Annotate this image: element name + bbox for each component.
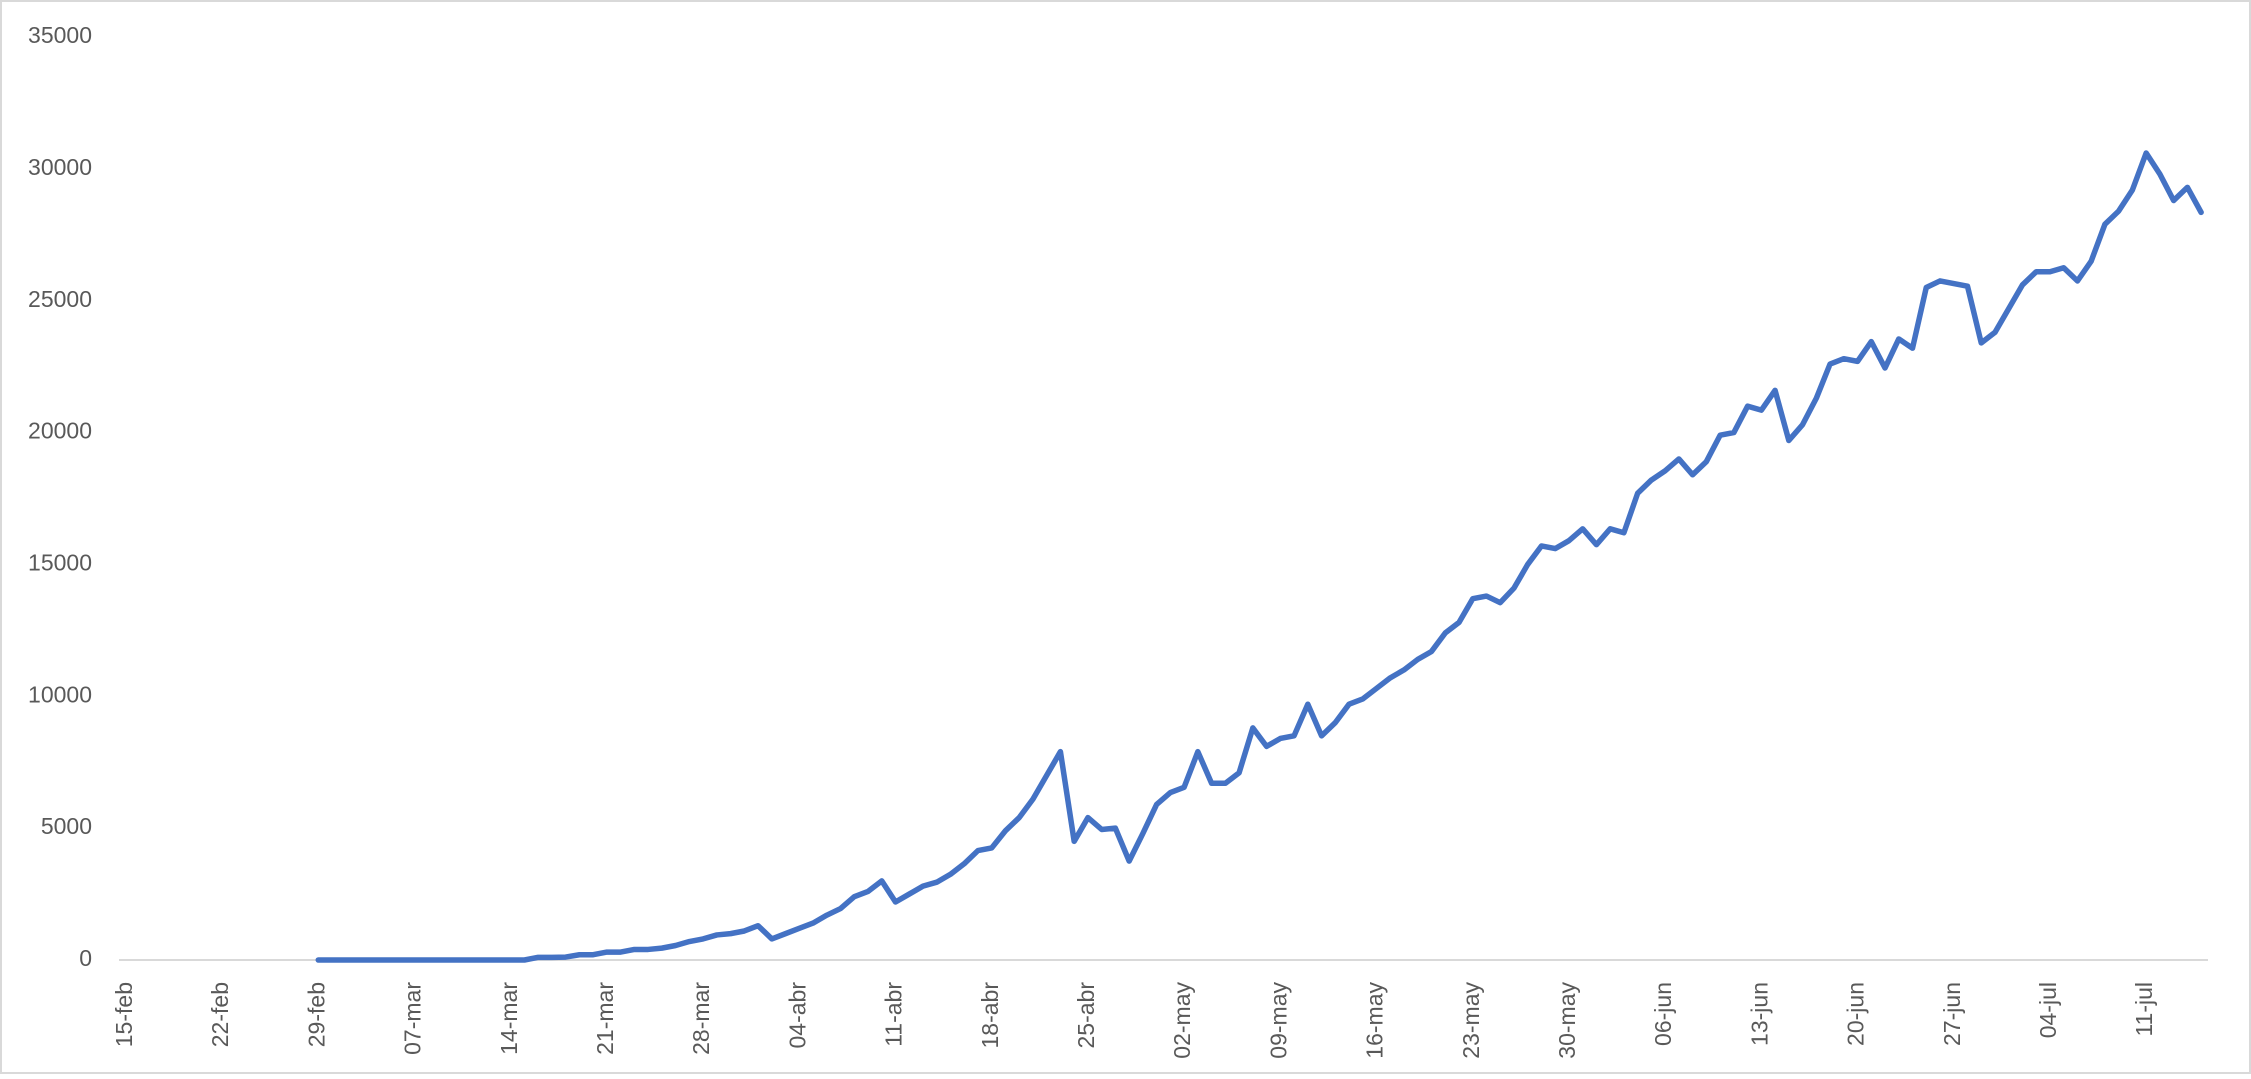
x-tick-label: 27-jun — [1939, 982, 1965, 1046]
x-tick-label: 28-mar — [688, 982, 714, 1055]
x-tick-label: 30-may — [1554, 982, 1580, 1059]
y-tick-label: 15000 — [28, 550, 92, 576]
x-tick-label: 04-jul — [2035, 982, 2061, 1038]
x-tick-label: 21-mar — [592, 982, 618, 1055]
x-tick-label: 18-abr — [977, 982, 1003, 1049]
x-tick-label: 09-may — [1265, 982, 1291, 1059]
y-tick-label: 5000 — [41, 813, 92, 839]
x-tick-label: 06-jun — [1650, 982, 1676, 1046]
x-tick-label: 13-jun — [1746, 982, 1772, 1046]
x-tick-label: 25-abr — [1073, 982, 1099, 1049]
x-tick-label: 23-may — [1458, 982, 1484, 1059]
y-tick-label: 10000 — [28, 681, 92, 707]
x-tick-label: 15-feb — [111, 982, 137, 1047]
x-tick-label: 11-jul — [2131, 982, 2157, 1037]
x-tick-label: 11-abr — [881, 982, 907, 1047]
x-tick-label: 22-feb — [207, 982, 233, 1047]
y-tick-label: 25000 — [28, 286, 92, 312]
x-tick-label: 29-feb — [303, 982, 329, 1047]
x-tick-label: 07-mar — [400, 982, 426, 1055]
y-tick-label: 0 — [79, 945, 92, 971]
x-tick-label: 02-may — [1169, 982, 1195, 1059]
y-tick-label: 20000 — [28, 418, 92, 444]
y-tick-label: 35000 — [28, 22, 92, 48]
data-line — [315, 150, 2204, 963]
x-tick-label: 14-mar — [496, 982, 522, 1055]
x-tick-label: 20-jun — [1843, 982, 1869, 1046]
x-tick-label: 16-may — [1362, 982, 1388, 1059]
x-tick-label: 04-abr — [784, 982, 810, 1049]
y-tick-label: 30000 — [28, 154, 92, 180]
